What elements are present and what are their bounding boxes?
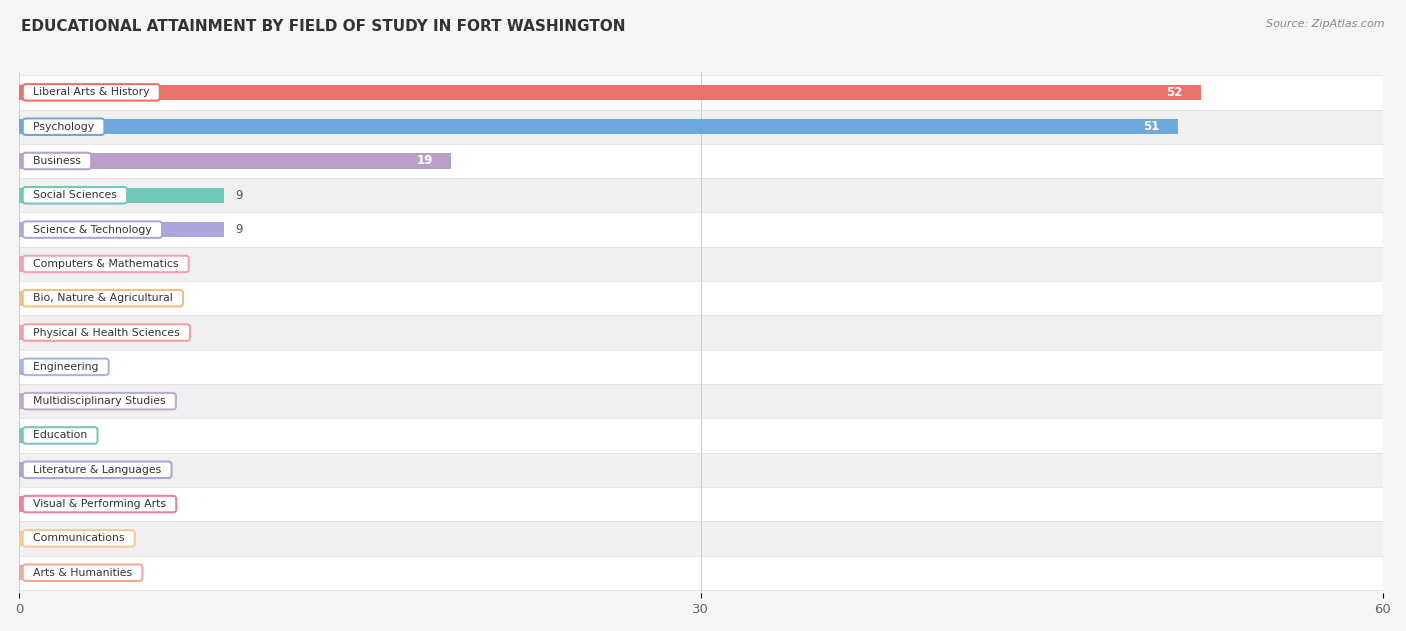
Bar — [20, 452, 1382, 487]
Text: 0: 0 — [38, 566, 45, 579]
Text: Education: Education — [25, 430, 94, 440]
Bar — [20, 187, 224, 203]
Bar — [20, 110, 1382, 144]
Bar — [20, 359, 31, 375]
Bar — [20, 178, 1382, 213]
Text: Communications: Communications — [25, 533, 132, 543]
Bar — [20, 555, 1382, 590]
Text: Arts & Humanities: Arts & Humanities — [25, 568, 139, 578]
Text: 51: 51 — [1143, 120, 1160, 133]
Bar — [20, 487, 1382, 521]
Text: 9: 9 — [235, 223, 243, 236]
Text: Business: Business — [25, 156, 89, 166]
Bar — [20, 213, 1382, 247]
Text: Literature & Languages: Literature & Languages — [25, 465, 169, 475]
Bar — [20, 75, 1382, 110]
Text: Social Sciences: Social Sciences — [25, 191, 124, 200]
Bar — [20, 497, 31, 512]
Text: 0: 0 — [38, 532, 45, 545]
Text: Visual & Performing Arts: Visual & Performing Arts — [25, 499, 173, 509]
Bar — [20, 325, 31, 340]
Text: Psychology: Psychology — [25, 122, 101, 132]
Text: 0: 0 — [38, 463, 45, 476]
Text: 0: 0 — [38, 394, 45, 408]
Bar — [20, 521, 1382, 555]
Bar — [20, 565, 31, 581]
Text: 0: 0 — [38, 429, 45, 442]
Text: 0: 0 — [38, 292, 45, 305]
Text: 52: 52 — [1167, 86, 1182, 99]
Bar — [20, 153, 451, 168]
Bar — [20, 394, 31, 409]
Bar — [20, 85, 1201, 100]
Text: 19: 19 — [416, 155, 433, 167]
Text: 0: 0 — [38, 326, 45, 339]
Bar — [20, 290, 31, 306]
Bar — [20, 384, 1382, 418]
Bar — [20, 350, 1382, 384]
Bar — [20, 222, 224, 237]
Bar — [20, 247, 1382, 281]
Text: Physical & Health Sciences: Physical & Health Sciences — [25, 327, 187, 338]
Bar — [20, 316, 1382, 350]
Bar — [20, 418, 1382, 452]
Bar — [20, 462, 31, 478]
Text: Liberal Arts & History: Liberal Arts & History — [25, 87, 156, 97]
Text: Source: ZipAtlas.com: Source: ZipAtlas.com — [1267, 19, 1385, 29]
Text: Science & Technology: Science & Technology — [25, 225, 159, 235]
Bar — [20, 281, 1382, 316]
Text: Engineering: Engineering — [25, 362, 105, 372]
Bar — [20, 144, 1382, 178]
Text: Computers & Mathematics: Computers & Mathematics — [25, 259, 186, 269]
Bar — [20, 428, 31, 443]
Text: 0: 0 — [38, 498, 45, 510]
Text: 0: 0 — [38, 360, 45, 374]
Bar — [20, 256, 31, 271]
Bar — [20, 119, 1178, 134]
Text: Bio, Nature & Agricultural: Bio, Nature & Agricultural — [25, 293, 180, 304]
Text: Multidisciplinary Studies: Multidisciplinary Studies — [25, 396, 173, 406]
Text: EDUCATIONAL ATTAINMENT BY FIELD OF STUDY IN FORT WASHINGTON: EDUCATIONAL ATTAINMENT BY FIELD OF STUDY… — [21, 19, 626, 34]
Text: 0: 0 — [38, 257, 45, 271]
Text: 9: 9 — [235, 189, 243, 202]
Bar — [20, 531, 31, 546]
